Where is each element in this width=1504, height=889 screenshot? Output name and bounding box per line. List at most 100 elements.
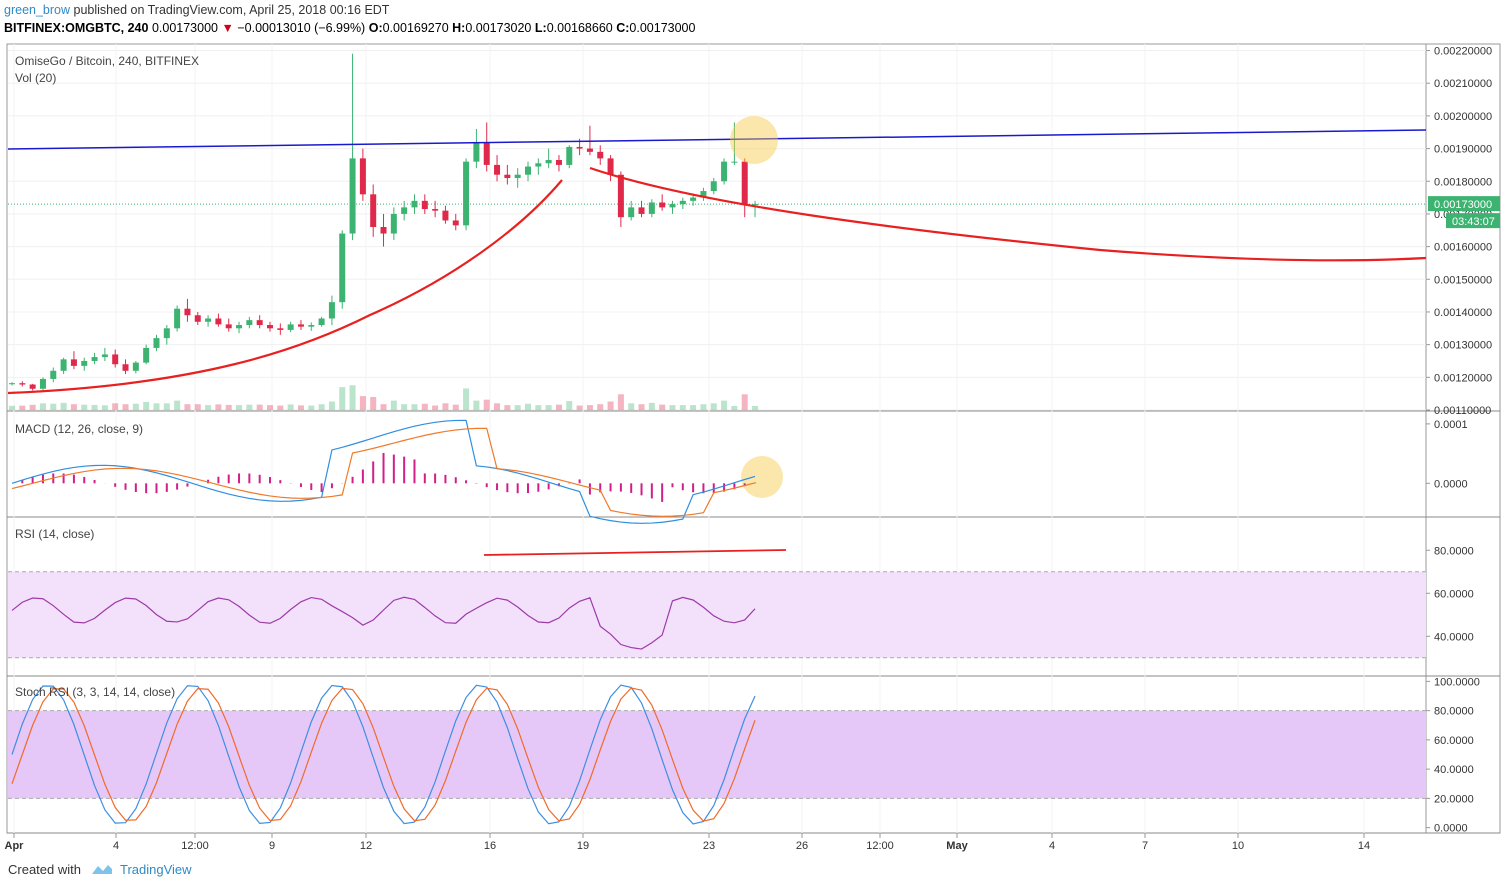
volume-bar [370,397,377,410]
price-tick-label: 0.00180000 [1434,176,1492,188]
candle-body [700,191,707,198]
time-tick-label: May [946,840,968,852]
tradingview-link[interactable]: TradingView [120,862,192,877]
rsi-label: RSI (14, close) [15,527,94,541]
volume-bar [494,403,501,410]
grid-lines [8,44,1426,833]
stoch-panel [11,684,756,825]
candle-body [690,197,697,201]
chart-title: OmiseGo / Bitcoin, 240, BITFINEX [15,54,199,68]
volume-bar [525,403,531,410]
open-label: O: [368,21,383,35]
volume-bar [50,403,57,410]
volume-bar [648,402,655,410]
volume-bar [267,405,273,410]
candle-body [659,202,666,208]
volume-bar [308,405,315,410]
volume-bar [452,404,459,410]
price-tick-label: 0.00140000 [1434,307,1492,319]
volume-bar [328,401,335,410]
axes: 0.00220000 0.00210000 0.00200000 0.00190000… [5,46,1500,852]
candle-body [669,204,676,208]
indicator-tick-label: 80.0000 [1434,545,1474,557]
stoch-label: Stoch RSI (3, 3, 14, 14, close) [15,685,175,699]
volume-bar [463,388,470,410]
volume-bar [215,404,222,410]
last-price-tag [1428,196,1500,212]
candle-body [339,233,346,303]
indicator-tick-label: 0.0001 [1434,419,1468,431]
price-tick-label: 0.00190000 [1434,144,1492,156]
trend-lines[interactable] [7,116,1427,556]
countdown-tag-text: 03:43:07 [1452,216,1495,228]
volume-bar [535,405,542,410]
candle-body [153,338,160,348]
volume-bar [710,403,717,410]
created-with: Created with [8,862,81,877]
candle-body [741,161,748,205]
rsi-trendline [483,549,787,556]
candle-body [215,318,222,325]
stoch-k-line [11,684,756,825]
volume-bar [401,404,408,410]
macd-panel [11,419,757,524]
candle-body [19,383,26,385]
candle-body [390,213,397,234]
volume-bar [19,405,26,410]
candle-body [535,163,542,167]
time-tick-label: 4 [1049,840,1055,852]
indicator-tick-label: 100.0000 [1434,676,1480,688]
candle-body [256,320,263,326]
candle-body [638,207,645,214]
candle-body [411,200,418,208]
candle-body [555,160,562,165]
volume-bar [246,404,253,410]
indicator-tick-label: 60.0000 [1434,588,1474,600]
rsi-panel [11,596,756,650]
symbol-info: BITFINEX:OMGBTC, 240 0.00173000 ▼ −0.000… [4,21,695,35]
candles [9,53,759,391]
candle-body [9,383,15,385]
candle-body [297,324,304,327]
change-arrow: ▼ [221,21,234,35]
time-tick-label: 4 [113,840,119,852]
volume-bar [690,405,697,410]
volume-bar [659,404,666,410]
support-curve [7,179,563,395]
time-tick-label: 10 [1232,840,1244,852]
candle-body [122,364,129,371]
candle-body [91,357,98,361]
volume-bar [205,405,212,410]
candle-body [525,166,531,175]
resistance-line [7,129,1427,150]
volume-bar [390,400,397,410]
indicator-tick-label: 40.0000 [1434,631,1474,643]
volume-bar [184,404,191,410]
price-tick-label: 0.00160000 [1434,242,1492,254]
volume-bar [163,403,170,410]
close-label: C: [616,21,630,35]
candle-body [586,148,593,152]
time-tick-label: 12 [360,840,372,852]
candle-body [710,181,717,192]
volume-bar [225,404,232,410]
candle-body [721,161,728,182]
candle-body [328,302,335,319]
volume-bar [9,405,15,410]
volume-bar [628,403,635,410]
candle-body [380,227,387,234]
price-tick-label: 0.00120000 [1434,372,1492,384]
volume-bar [731,406,738,410]
volume-bar [576,405,583,410]
candle-body [566,146,573,165]
time-tick-label: 16 [484,840,496,852]
indicator-tick-label: 80.0000 [1434,706,1474,718]
volume-bar [597,404,604,410]
countdown-tag [1446,213,1500,229]
candle-body [246,320,253,326]
time-tick-label: 23 [703,840,715,852]
close-value: 0.00173000 [629,21,696,35]
volume-bar [287,404,294,410]
author-link[interactable]: green_brow [4,3,71,17]
